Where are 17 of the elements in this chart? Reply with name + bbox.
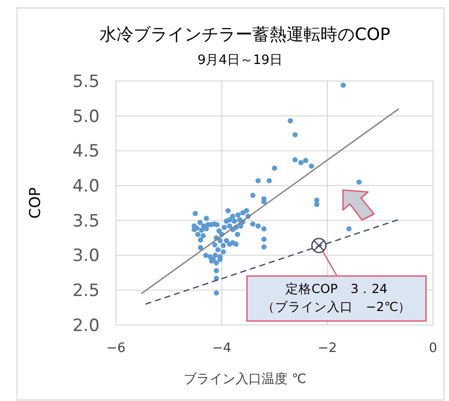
- x-axis-title: ブライン入口温度 ℃: [184, 371, 306, 387]
- x-tick-label: −4: [212, 341, 232, 356]
- y-tick-label: 3.5: [72, 211, 100, 232]
- y-tick-label: 4.5: [72, 142, 100, 162]
- y-tick-label: 5.0: [72, 106, 100, 127]
- y-tick-label: 5.5: [72, 72, 100, 92]
- x-tick-label: −6: [106, 341, 126, 356]
- y-axis-title: COP: [26, 187, 44, 219]
- y-tick-label: 3.0: [72, 246, 100, 266]
- x-tick-label: −2: [318, 341, 337, 356]
- chart-subtitle: 9月4日～19日: [197, 53, 283, 68]
- x-tick-label: 0: [428, 341, 438, 356]
- annotation: 定格COP 3．24 （ブライン入口 −2℃）: [262, 281, 412, 314]
- y-tick-label: 2.5: [72, 281, 100, 302]
- y-tick-label: 2.0: [72, 316, 100, 336]
- chart-title: 水冷ブラインチラー蓄熱運転時のCOP: [100, 25, 390, 45]
- y-tick-label: 4.0: [72, 176, 100, 197]
